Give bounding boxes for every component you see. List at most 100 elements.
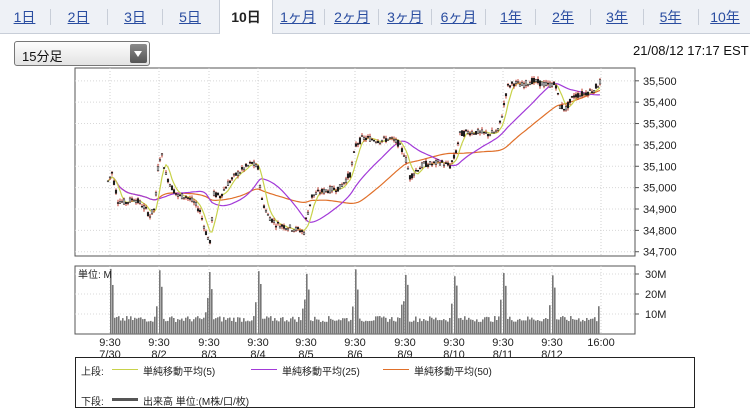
tab-9[interactable]: 1年: [500, 9, 522, 25]
candle-body: [318, 192, 322, 194]
candle-body: [570, 96, 574, 98]
chevron-down-icon[interactable]: [130, 44, 147, 63]
candle-body: [466, 131, 470, 134]
candle-body: [110, 171, 114, 174]
candle-body: [512, 83, 516, 87]
tab-4[interactable]: 10日: [219, 0, 273, 34]
volume-bar: [367, 321, 369, 334]
volume-bar: [525, 320, 527, 334]
volume-bar: [527, 316, 529, 334]
volume-bar: [233, 317, 235, 334]
x-tick-time: 9:30: [295, 337, 316, 349]
price-tick-label: 35,100: [643, 161, 677, 173]
volume-bar: [365, 320, 367, 334]
tab-7[interactable]: 3ヶ月: [387, 9, 423, 25]
period-tabs: 1日 2日 3日 5日 10日 1ヶ月 2ヶ月 3ヶ月 6ヶ月 1年 2年 3年 5年 10年: [0, 0, 750, 34]
candle-body: [582, 93, 586, 95]
volume-bar: [449, 317, 451, 334]
candle-body: [480, 129, 484, 134]
candle-body: [246, 164, 250, 167]
volume-bar: [500, 299, 502, 334]
candle-body: [274, 225, 278, 228]
candle-body: [366, 136, 370, 138]
candle-body: [482, 131, 486, 134]
x-tick-time: 9:30: [394, 337, 415, 349]
candle-body: [408, 175, 412, 180]
candle-body: [220, 193, 224, 197]
volume-bar: [421, 321, 423, 334]
volume-bar: [262, 318, 264, 334]
tab-separator: [698, 9, 699, 25]
volume-bar: [241, 321, 243, 334]
volume-bar: [110, 268, 112, 334]
volume-bar: [560, 317, 562, 334]
candle-body: [536, 79, 540, 84]
candle-body: [164, 172, 168, 175]
tab-2[interactable]: 3日: [124, 9, 146, 25]
candle-body: [380, 139, 384, 142]
tab-0[interactable]: 1日: [13, 9, 36, 25]
volume-bar: [260, 283, 262, 334]
volume-bar: [519, 318, 521, 334]
volume-bar: [207, 297, 209, 334]
candle-body: [112, 180, 116, 185]
volume-bar: [118, 316, 120, 334]
candle-body: [558, 105, 562, 109]
volume-bar: [310, 320, 312, 334]
candle-body: [306, 211, 310, 215]
candle-body: [426, 164, 430, 167]
tab-3[interactable]: 5日: [179, 9, 201, 25]
candle-body: [546, 82, 550, 85]
volume-bar: [503, 273, 505, 334]
candle-body: [212, 191, 216, 196]
candle-body: [444, 162, 448, 164]
candle-body: [476, 128, 480, 134]
candle-body: [412, 173, 416, 176]
volume-bar: [427, 320, 429, 334]
candle-body: [422, 161, 426, 164]
candle-body: [442, 164, 446, 167]
volume-bar: [505, 285, 507, 334]
volume-bar: [547, 318, 549, 334]
candle-body: [574, 94, 578, 98]
candle-body: [432, 161, 436, 163]
tab-12[interactable]: 5年: [659, 9, 682, 25]
volume-bar: [312, 321, 314, 334]
volume-bar: [556, 319, 558, 334]
volume-bar: [308, 289, 310, 334]
candle-body: [420, 162, 424, 168]
tab-8[interactable]: 6ヶ月: [440, 9, 477, 25]
tab-11[interactable]: 3年: [606, 9, 628, 25]
candle-body: [378, 142, 382, 145]
volume-bar: [249, 321, 251, 334]
volume-bar: [462, 319, 464, 334]
tab-1[interactable]: 2日: [67, 9, 90, 25]
candle-body: [304, 217, 308, 220]
candle-body: [194, 202, 198, 206]
volume-bar: [470, 319, 472, 334]
tab-10[interactable]: 2年: [552, 9, 574, 25]
volume-tick-label: 30M: [645, 269, 666, 281]
volume-bar: [355, 269, 357, 334]
candle-body: [542, 82, 546, 87]
volume-bar: [136, 318, 138, 334]
volume-bar: [543, 319, 545, 334]
volume-bar: [223, 317, 225, 334]
volume-bar: [419, 318, 421, 334]
tab-6[interactable]: 2ヶ月: [334, 9, 370, 25]
x-tick-date: 8/2: [151, 349, 166, 360]
tab-5[interactable]: 1ヶ月: [280, 9, 316, 25]
period-select[interactable]: 15分足: [14, 41, 150, 66]
volume-bar: [175, 321, 177, 334]
candle-body: [344, 178, 348, 183]
candle-body: [124, 202, 128, 204]
volume-bar: [375, 316, 377, 334]
candle-body: [592, 90, 596, 93]
candle-body: [264, 210, 268, 213]
volume-bar: [482, 319, 484, 334]
candle-body: [138, 200, 142, 204]
tab-13[interactable]: 10年: [710, 9, 740, 25]
candle-body: [524, 80, 528, 86]
candle-body: [388, 137, 392, 139]
candle-body: [502, 103, 506, 106]
